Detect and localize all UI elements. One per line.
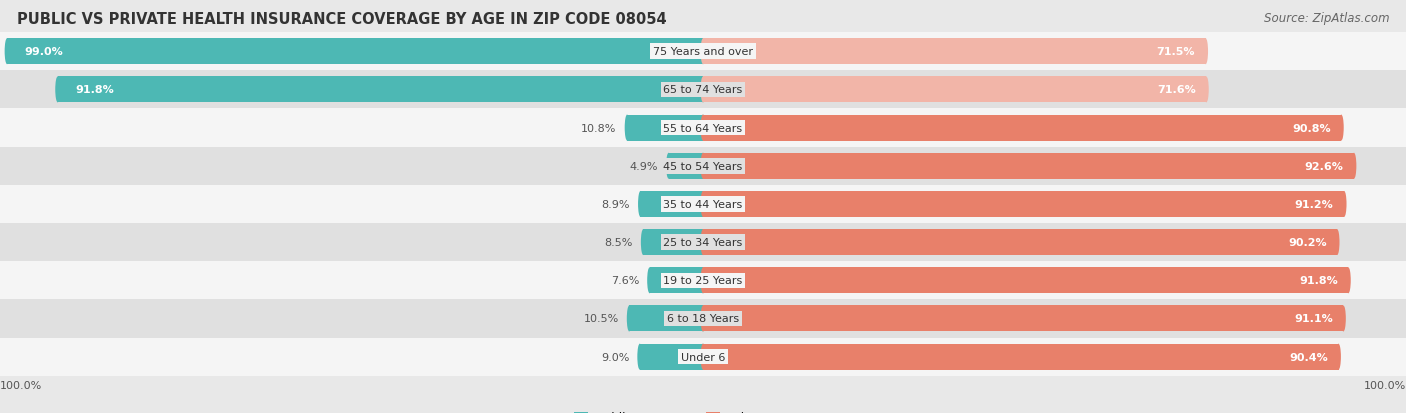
Circle shape bbox=[1204, 39, 1208, 65]
Bar bbox=[640, 344, 703, 370]
Text: 7.6%: 7.6% bbox=[610, 275, 640, 286]
Circle shape bbox=[624, 115, 630, 141]
Bar bbox=[0, 33, 1406, 71]
Bar bbox=[58, 77, 703, 103]
Circle shape bbox=[1341, 192, 1347, 217]
Text: 45 to 54 Years: 45 to 54 Years bbox=[664, 161, 742, 171]
Circle shape bbox=[700, 268, 706, 294]
Text: 92.6%: 92.6% bbox=[1305, 161, 1344, 171]
Text: Source: ZipAtlas.com: Source: ZipAtlas.com bbox=[1264, 12, 1389, 25]
Bar bbox=[703, 344, 1339, 370]
Circle shape bbox=[700, 39, 706, 65]
Text: 91.8%: 91.8% bbox=[1299, 275, 1339, 286]
Text: 91.8%: 91.8% bbox=[76, 85, 114, 95]
Bar bbox=[703, 268, 1348, 294]
Bar bbox=[703, 77, 1206, 103]
Legend: Public Insurance, Private Insurance: Public Insurance, Private Insurance bbox=[569, 406, 837, 413]
Text: 25 to 34 Years: 25 to 34 Years bbox=[664, 237, 742, 247]
Bar bbox=[627, 115, 703, 141]
Circle shape bbox=[700, 115, 706, 141]
Circle shape bbox=[700, 344, 706, 370]
Bar bbox=[650, 268, 703, 294]
Text: PUBLIC VS PRIVATE HEALTH INSURANCE COVERAGE BY AGE IN ZIP CODE 08054: PUBLIC VS PRIVATE HEALTH INSURANCE COVER… bbox=[17, 12, 666, 27]
Text: 55 to 64 Years: 55 to 64 Years bbox=[664, 123, 742, 133]
Circle shape bbox=[700, 192, 706, 217]
Circle shape bbox=[666, 153, 671, 179]
Circle shape bbox=[700, 306, 706, 332]
Text: 99.0%: 99.0% bbox=[25, 47, 63, 57]
Bar bbox=[641, 192, 703, 217]
Bar bbox=[0, 185, 1406, 223]
Circle shape bbox=[641, 230, 645, 256]
Circle shape bbox=[4, 39, 10, 65]
Text: 71.6%: 71.6% bbox=[1157, 85, 1195, 95]
Text: 10.5%: 10.5% bbox=[583, 314, 619, 324]
Circle shape bbox=[647, 268, 652, 294]
Circle shape bbox=[700, 230, 706, 256]
Bar bbox=[0, 71, 1406, 109]
Circle shape bbox=[55, 77, 60, 103]
Text: Under 6: Under 6 bbox=[681, 352, 725, 362]
Text: 4.9%: 4.9% bbox=[630, 161, 658, 171]
Circle shape bbox=[1341, 306, 1346, 332]
Text: 100.0%: 100.0% bbox=[0, 380, 42, 390]
Bar bbox=[0, 338, 1406, 376]
Bar bbox=[0, 109, 1406, 147]
Circle shape bbox=[700, 268, 706, 294]
Text: 91.2%: 91.2% bbox=[1295, 199, 1333, 209]
Text: 10.8%: 10.8% bbox=[581, 123, 616, 133]
Text: 91.1%: 91.1% bbox=[1294, 314, 1333, 324]
Bar bbox=[703, 192, 1344, 217]
Text: 100.0%: 100.0% bbox=[1364, 380, 1406, 390]
Text: 9.0%: 9.0% bbox=[600, 352, 630, 362]
Circle shape bbox=[700, 306, 706, 332]
Bar bbox=[644, 230, 703, 256]
Bar bbox=[703, 153, 1354, 179]
Bar bbox=[669, 153, 703, 179]
Circle shape bbox=[627, 306, 631, 332]
Circle shape bbox=[1334, 230, 1340, 256]
Circle shape bbox=[700, 77, 706, 103]
Circle shape bbox=[700, 153, 706, 179]
Circle shape bbox=[1346, 268, 1351, 294]
Circle shape bbox=[700, 115, 706, 141]
Bar bbox=[703, 115, 1341, 141]
Circle shape bbox=[700, 153, 706, 179]
Text: 8.9%: 8.9% bbox=[602, 199, 630, 209]
Text: 6 to 18 Years: 6 to 18 Years bbox=[666, 314, 740, 324]
Bar bbox=[703, 39, 1206, 65]
Bar bbox=[703, 230, 1337, 256]
Circle shape bbox=[637, 344, 643, 370]
Circle shape bbox=[700, 39, 706, 65]
Bar bbox=[703, 306, 1344, 332]
Circle shape bbox=[1336, 344, 1341, 370]
Bar bbox=[630, 306, 703, 332]
Text: 8.5%: 8.5% bbox=[605, 237, 633, 247]
Circle shape bbox=[1351, 153, 1357, 179]
Bar bbox=[7, 39, 703, 65]
Circle shape bbox=[638, 192, 643, 217]
Text: 19 to 25 Years: 19 to 25 Years bbox=[664, 275, 742, 286]
Circle shape bbox=[1204, 77, 1209, 103]
Bar bbox=[0, 261, 1406, 300]
Text: 90.4%: 90.4% bbox=[1289, 352, 1329, 362]
Text: 90.2%: 90.2% bbox=[1288, 237, 1327, 247]
Circle shape bbox=[700, 77, 706, 103]
Circle shape bbox=[700, 192, 706, 217]
Text: 90.8%: 90.8% bbox=[1292, 123, 1330, 133]
Text: 65 to 74 Years: 65 to 74 Years bbox=[664, 85, 742, 95]
Circle shape bbox=[700, 344, 706, 370]
Circle shape bbox=[700, 230, 706, 256]
Text: 71.5%: 71.5% bbox=[1157, 47, 1195, 57]
Circle shape bbox=[1339, 115, 1344, 141]
Text: 35 to 44 Years: 35 to 44 Years bbox=[664, 199, 742, 209]
Text: 75 Years and over: 75 Years and over bbox=[652, 47, 754, 57]
Bar bbox=[0, 147, 1406, 185]
Bar bbox=[0, 300, 1406, 338]
Bar bbox=[0, 223, 1406, 261]
